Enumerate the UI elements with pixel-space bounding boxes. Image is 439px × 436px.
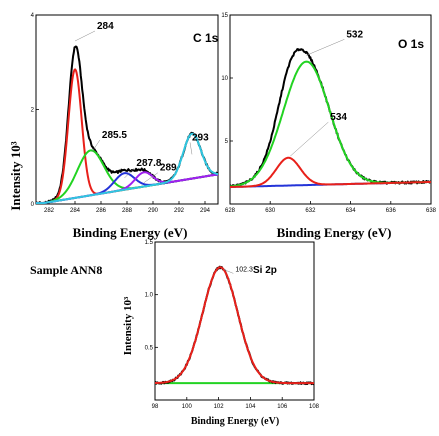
o1s-x-tick-label: 630 bbox=[265, 208, 276, 214]
c1s-x-tick-label: 290 bbox=[148, 208, 159, 214]
c1s-peak-label: 285.5 bbox=[102, 130, 127, 141]
c1s-x-tick-label: 286 bbox=[96, 208, 107, 214]
si2p-y-axis-label: Intensity 10³ bbox=[122, 296, 134, 355]
o1s-x-tick-label: 632 bbox=[305, 208, 316, 214]
si2p-x-tick-label: 106 bbox=[277, 404, 288, 410]
si2p-x-axis-label: Binding Energy (eV) bbox=[191, 416, 279, 427]
si2p-x-tick-label: 98 bbox=[152, 404, 159, 410]
si2p-x-tick-label: 100 bbox=[182, 404, 193, 410]
c1s-x-axis-label: Binding Energy (eV) bbox=[73, 225, 188, 240]
sample-label: Sample ANN8 bbox=[30, 263, 102, 277]
c1s-x-tick-label: 288 bbox=[122, 208, 133, 214]
c1s-peak-label: 284 bbox=[97, 21, 114, 32]
si2p-x-tick-label: 104 bbox=[245, 404, 256, 410]
si2p-panel: 98 100 102 104 106 108 0.5 1.0 1.5 102.3 bbox=[145, 240, 320, 410]
o1s-x-tick-label: 638 bbox=[426, 208, 437, 214]
o1s-x-tick-label: 628 bbox=[225, 208, 236, 214]
c1s-y-tick-label: 0 bbox=[31, 202, 35, 208]
o1s-panel: 628 630 632 634 636 638 5 10 15 532 534 bbox=[221, 13, 436, 214]
c1s-peak-leader bbox=[74, 30, 96, 42]
c1s-panel: 282 284 286 288 290 292 294 0 2 4 284 285.5 287.8289… bbox=[31, 13, 219, 214]
si2p-series-1 bbox=[155, 266, 314, 385]
o1s-x-axis-label: Binding Energy (eV) bbox=[277, 225, 392, 240]
o1s-x-tick-label: 636 bbox=[386, 208, 397, 214]
c1s-peak-leader bbox=[124, 167, 135, 179]
si2p-y-tick-label: 1.5 bbox=[145, 240, 154, 246]
c1s-x-tick-label: 292 bbox=[174, 208, 185, 214]
c1s-series-5 bbox=[36, 132, 218, 204]
si2p-y-tick-label: 0.5 bbox=[145, 345, 154, 351]
c1s-series-0 bbox=[36, 45, 218, 204]
c1s-y-axis-label: Intensity 10³ bbox=[8, 141, 23, 210]
c1s-title: C 1s bbox=[193, 31, 219, 45]
c1s-peak-label: 287.8 bbox=[136, 158, 161, 169]
o1s-plot-frame bbox=[229, 14, 432, 205]
o1s-peak-label: 534 bbox=[330, 112, 347, 123]
c1s-peak-leader bbox=[91, 139, 101, 153]
c1s-y-tick-label: 2 bbox=[31, 108, 35, 114]
o1s-y-tick-label: 5 bbox=[225, 139, 229, 145]
o1s-peak-leader bbox=[290, 121, 329, 157]
o1s-title: O 1s bbox=[398, 37, 424, 51]
o1s-series-2 bbox=[230, 156, 431, 188]
si2p-peak-leader bbox=[223, 269, 234, 274]
c1s-series-1 bbox=[36, 68, 218, 204]
c1s-peak-label: 289 bbox=[160, 163, 177, 174]
c1s-y-tick-label: 4 bbox=[31, 13, 35, 19]
c1s-peak-leader bbox=[143, 172, 159, 183]
c1s-peak-leader bbox=[189, 142, 193, 155]
c1s-x-tick-label: 294 bbox=[200, 208, 211, 214]
o1s-y-tick-label: 15 bbox=[221, 13, 228, 19]
c1s-peak-label: 293 bbox=[192, 132, 209, 143]
o1s-y-tick-label: 10 bbox=[221, 76, 228, 82]
c1s-x-tick-label: 282 bbox=[44, 208, 55, 214]
si2p-peak-label: 102.3 bbox=[235, 266, 253, 273]
c1s-x-tick-label: 284 bbox=[70, 208, 81, 214]
o1s-peak-label: 532 bbox=[346, 29, 363, 40]
si2p-x-tick-label: 108 bbox=[309, 404, 320, 410]
o1s-peak-leader bbox=[306, 39, 345, 56]
o1s-x-tick-label: 634 bbox=[346, 208, 357, 214]
si2p-series-0 bbox=[155, 265, 314, 386]
si2p-plot-frame bbox=[154, 241, 315, 401]
si2p-x-tick-label: 102 bbox=[214, 404, 225, 410]
si2p-title: Si 2p bbox=[253, 265, 277, 276]
si2p-y-tick-label: 1.0 bbox=[145, 293, 154, 299]
